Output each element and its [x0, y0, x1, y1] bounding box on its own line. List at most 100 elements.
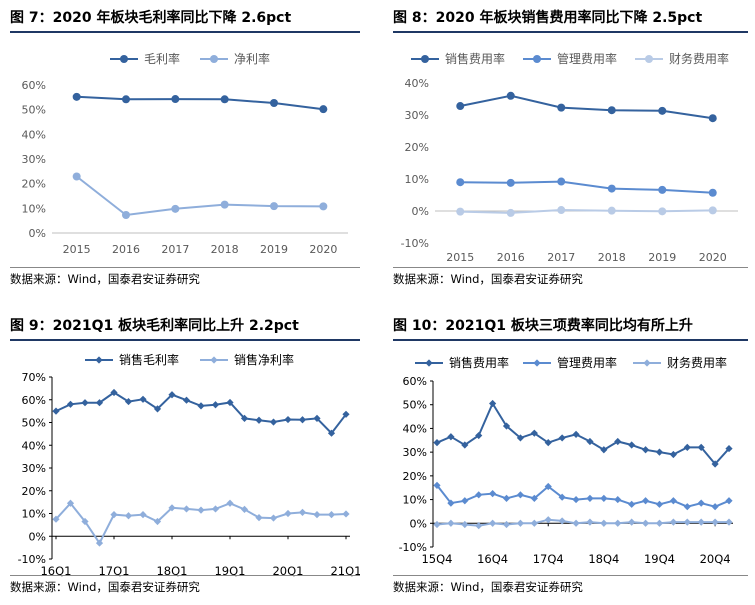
data-point: [502, 520, 511, 529]
data-point: [658, 207, 667, 216]
data-point: [530, 519, 538, 527]
data-point: [516, 491, 525, 499]
data-point: [211, 401, 220, 409]
data-point: [284, 415, 292, 424]
legend-swatch-marker: [533, 359, 541, 367]
data-point: [122, 95, 130, 104]
data-point: [475, 491, 483, 499]
y-tick-label: 30%: [405, 109, 429, 122]
data-point: [456, 207, 465, 216]
y-tick-label: 0%: [29, 227, 46, 240]
legend-swatch-marker: [425, 359, 433, 367]
data-point: [226, 499, 234, 507]
data-point: [506, 91, 515, 100]
data-point: [342, 410, 350, 418]
data-point: [572, 430, 580, 438]
data-point: [658, 185, 667, 194]
data-point: [168, 391, 176, 399]
data-point: [461, 497, 469, 505]
y-tick-label: 50%: [22, 417, 46, 430]
data-point: [72, 172, 81, 181]
data-point: [641, 519, 650, 527]
data-point: [708, 206, 717, 215]
chart-4-plot: -10% 0% 10% 20% 30% 40% 50% 60% 15Q4 16Q4 17Q4 18Q4…: [399, 355, 733, 566]
data-point: [572, 495, 580, 504]
data-point: [586, 494, 594, 502]
data-point: [572, 519, 580, 527]
y-tick-label: 10%: [22, 202, 46, 215]
data-point: [614, 495, 622, 504]
data-point: [711, 518, 719, 526]
chart-panel-2: 图 8：2020 年板块销售费用率同比下降 2.5pct -10% 0% 10% 20…: [393, 5, 748, 291]
data-source: 数据来源：Wind，国泰君安证券研究: [393, 575, 748, 598]
data-point: [313, 511, 321, 519]
data-point: [658, 106, 667, 115]
series-line-2: [436, 484, 730, 508]
data-point: [124, 512, 133, 520]
data-point: [182, 505, 191, 513]
data-point: [461, 520, 469, 529]
y-tick-label: 0%: [410, 517, 427, 530]
legend-swatch-marker: [210, 55, 218, 63]
data-point: [171, 204, 180, 213]
x-tick-label: 17Q1: [98, 564, 129, 578]
data-point: [711, 460, 719, 468]
data-point: [211, 505, 220, 513]
data-point: [456, 178, 465, 187]
chart-panel-1: 图 7：2020 年板块毛利率同比下降 2.6pct 0% 10% 20% 30% 40…: [10, 5, 360, 291]
data-point: [607, 206, 616, 215]
legend-swatch-marker: [210, 356, 218, 364]
data-point: [628, 500, 636, 508]
x-tick-label: 2015: [63, 243, 91, 256]
data-point: [81, 399, 89, 407]
data-point: [319, 202, 328, 211]
y-tick-label: -10%: [401, 237, 429, 250]
y-tick-label: 70%: [22, 371, 46, 384]
series-line-3: [436, 518, 729, 527]
data-point: [607, 106, 616, 115]
x-tick-label: 16Q1: [40, 564, 71, 578]
data-point: [506, 208, 515, 217]
y-tick-label: 30%: [22, 153, 46, 166]
data-point: [544, 516, 552, 524]
data-point: [255, 513, 263, 522]
x-tick-label: 2016: [497, 251, 525, 264]
y-tick-label: 20%: [405, 141, 429, 154]
legend-label: 净利率: [234, 51, 270, 66]
chart-panel-4: 图 10：2021Q1 板块三项费率同比均有所上升 -10% 0% 10% 20% 30…: [393, 313, 748, 601]
y-tick-label: 60%: [22, 394, 46, 407]
x-tick-label: 2019: [648, 251, 676, 264]
y-tick-label: 60%: [403, 375, 427, 388]
data-point: [72, 92, 81, 101]
y-tick-label: 0%: [412, 205, 429, 218]
data-point: [600, 519, 608, 527]
data-point: [683, 443, 691, 451]
data-point: [641, 446, 650, 454]
data-source: 数据来源：Wind，国泰君安证券研究: [10, 267, 360, 290]
data-point: [655, 448, 664, 456]
y-tick-label: 10%: [22, 508, 46, 521]
data-point: [655, 500, 664, 508]
legend-label: 毛利率: [144, 51, 180, 66]
chart-3-plot: -10% 0% 10% 20% 30% 40% 50% 60% 70% 16Q1 17Q1 18Q1 1…: [18, 352, 360, 578]
data-point: [697, 499, 705, 507]
data-point: [456, 102, 465, 111]
x-tick-label: 15Q4: [421, 552, 452, 566]
x-tick-label: 2017: [161, 243, 189, 256]
y-tick-label: 30%: [22, 462, 46, 475]
data-point: [182, 396, 191, 404]
data-point: [506, 178, 515, 187]
chart-title: 图 8：2020 年板块销售费用率同比下降 2.5pct: [393, 5, 748, 33]
data-point: [489, 399, 497, 408]
y-tick-label: 40%: [22, 128, 46, 141]
data-point: [489, 490, 497, 498]
y-tick-label: -10%: [18, 553, 46, 566]
x-tick-label: 20Q1: [272, 564, 303, 578]
legend-swatch-marker: [95, 356, 103, 364]
legend-swatch-marker: [533, 55, 541, 63]
legend-label: 财务费用率: [669, 51, 729, 66]
data-point: [447, 433, 455, 441]
data-point: [139, 511, 147, 519]
x-tick-label: 2015: [446, 251, 474, 264]
data-point: [327, 429, 336, 437]
